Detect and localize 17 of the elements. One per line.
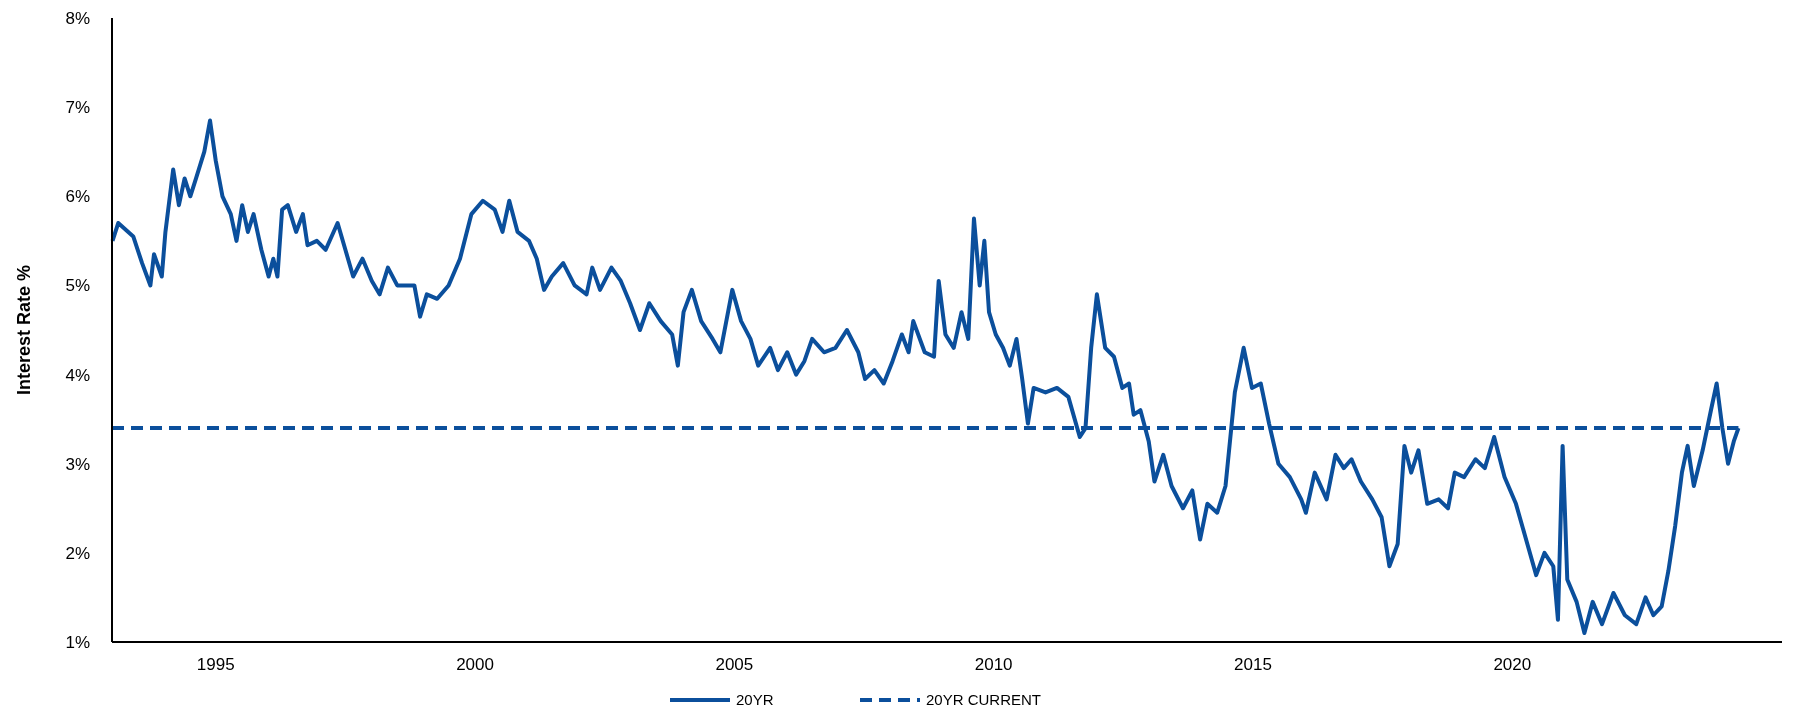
y-tick-label: 6% bbox=[65, 187, 90, 207]
x-tick-label: 2010 bbox=[974, 655, 1013, 674]
x-tick-label: 1995 bbox=[196, 655, 235, 674]
y-axis-title: Interest Rate % bbox=[14, 264, 34, 396]
x-tick-label: 2005 bbox=[715, 655, 754, 674]
y-tick-label: 7% bbox=[65, 98, 90, 118]
y-tick-label: 3% bbox=[65, 454, 90, 474]
legend-label: 20YR CURRENT bbox=[926, 691, 1042, 709]
y-tick-label: 1% bbox=[65, 632, 90, 652]
x-tick-label: 2020 bbox=[1493, 655, 1532, 674]
y-tick-label: 5% bbox=[65, 276, 90, 296]
y-tick-label: 8% bbox=[65, 8, 90, 28]
x-tick-label: 2015 bbox=[1234, 655, 1272, 674]
legend-label: 20YR bbox=[736, 691, 774, 709]
x-tick-label: 2000 bbox=[456, 655, 494, 674]
y-tick-label: 4% bbox=[65, 365, 90, 385]
y-tick-label: 2% bbox=[65, 543, 90, 563]
